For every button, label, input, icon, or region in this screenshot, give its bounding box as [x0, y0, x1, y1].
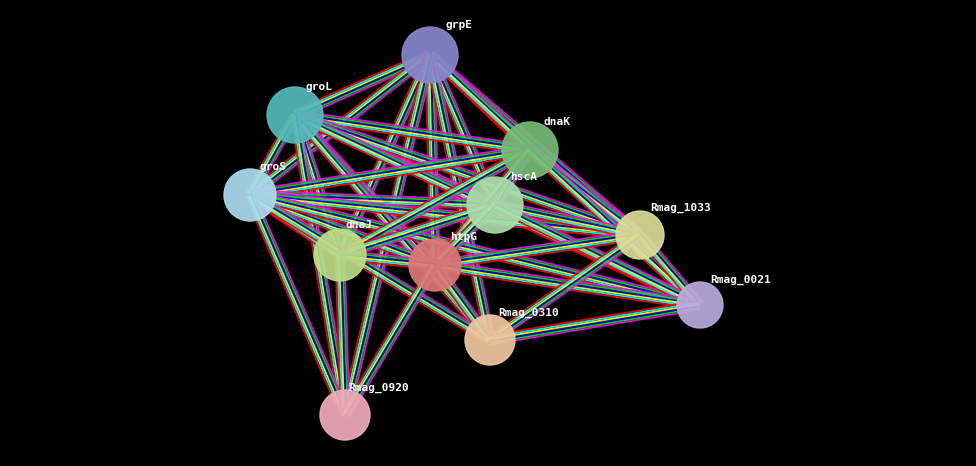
Text: groL: groL	[305, 82, 332, 92]
Text: groS: groS	[260, 162, 287, 172]
Text: Rmag_0021: Rmag_0021	[710, 275, 771, 285]
Text: hscA: hscA	[510, 172, 537, 182]
Text: Rmag_0920: Rmag_0920	[348, 383, 409, 393]
Circle shape	[320, 390, 370, 440]
Circle shape	[502, 122, 558, 178]
Circle shape	[677, 282, 723, 328]
Circle shape	[314, 229, 366, 281]
Text: Rmag_0310: Rmag_0310	[498, 308, 558, 318]
Circle shape	[267, 87, 323, 143]
Text: htpG: htpG	[450, 232, 477, 242]
Circle shape	[409, 239, 461, 291]
Text: grpE: grpE	[445, 20, 472, 30]
Circle shape	[402, 27, 458, 83]
Text: Rmag_1033: Rmag_1033	[650, 203, 711, 213]
Circle shape	[467, 177, 523, 233]
Circle shape	[616, 211, 664, 259]
Circle shape	[224, 169, 276, 221]
Text: dnaK: dnaK	[543, 117, 570, 127]
Text: dnaJ: dnaJ	[345, 220, 372, 230]
Circle shape	[465, 315, 515, 365]
